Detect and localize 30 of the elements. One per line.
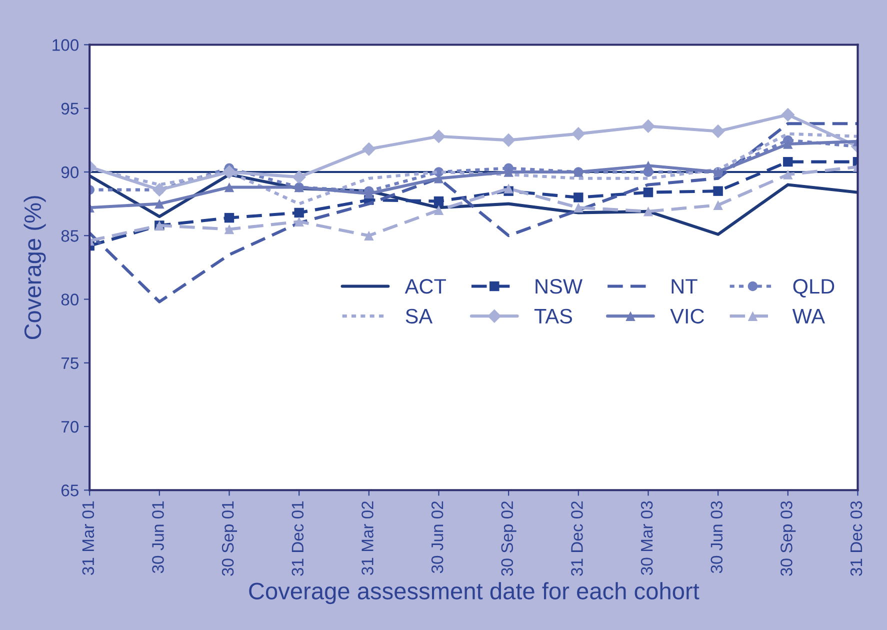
legend-label: QLD: [793, 278, 834, 298]
x-tick-label: 31 Dec 03: [850, 501, 862, 576]
x-tick-label: 30 Jun 01: [152, 501, 164, 574]
legend-label: ACT: [404, 278, 446, 294]
y-tick-label: 100: [52, 39, 79, 51]
y-tick-label: 75: [61, 357, 78, 370]
y-tick-label: 80: [61, 294, 79, 306]
legend-label: WA: [792, 309, 826, 324]
y-tick-label: 70: [61, 420, 79, 433]
x-tick-label: 30 Sep 01: [222, 501, 238, 576]
y-axis-title: Coverage (%): [24, 196, 46, 340]
y-tick-label: 85: [61, 230, 78, 242]
x-tick-label: 31 Dec 01: [292, 501, 304, 576]
x-axis-title: Coverage assessment date for each cohort: [249, 582, 700, 604]
x-tick-label: 31 Dec 02: [571, 501, 583, 576]
x-tick-label: 30 Jun 03: [710, 501, 723, 574]
y-tick-label: 65: [61, 484, 78, 496]
legend-label: NT: [672, 279, 698, 294]
y-tick-label: 95: [61, 102, 78, 115]
legend-label: TAS: [534, 308, 572, 324]
x-tick-label: 30 Mar 03: [640, 501, 653, 575]
legend-label: SA: [406, 308, 433, 324]
legend-label: NSW: [536, 278, 582, 294]
x-tick-label: 31 Mar 02: [362, 501, 374, 575]
legend-label: VIC: [670, 308, 704, 324]
x-tick-label: 30 Sep 03: [780, 501, 796, 576]
y-tick-label: 90: [61, 166, 79, 178]
x-tick-label: 30 Jun 02: [431, 501, 444, 574]
x-tick-label: 30 Sep 02: [501, 501, 516, 576]
x-tick-label: 31 Mar 01: [82, 501, 94, 575]
